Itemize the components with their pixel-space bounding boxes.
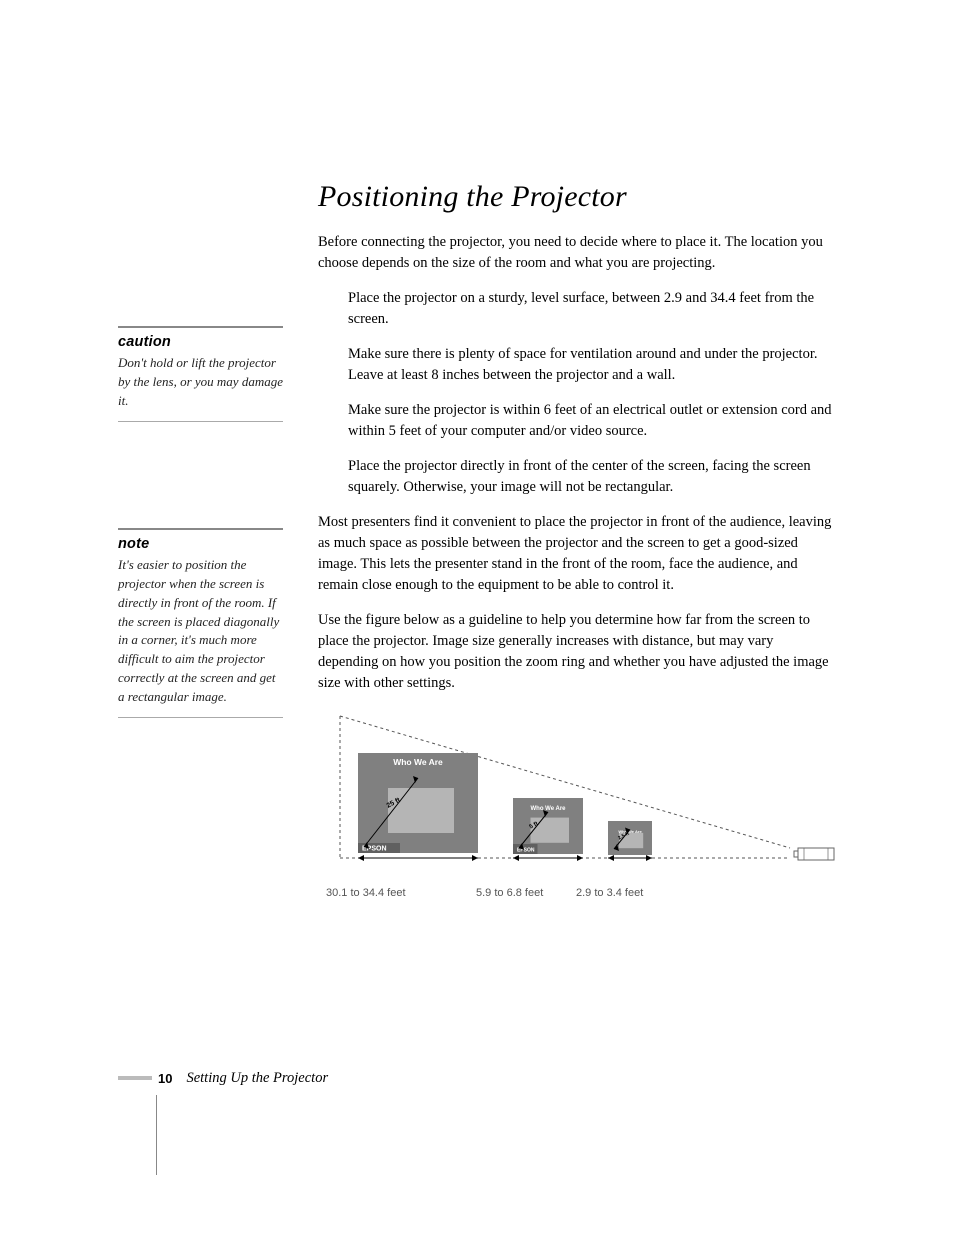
note-block: note It's easier to position the project… — [118, 528, 283, 718]
svg-text:Who We Are: Who We Are — [530, 806, 566, 812]
body-paragraph: Most presenters find it convenient to pl… — [318, 512, 836, 596]
page-footer: 10 Setting Up the Projector — [118, 1069, 328, 1087]
svg-text:EPSON: EPSON — [517, 848, 535, 854]
caution-heading: caution — [118, 334, 283, 350]
range-label: 2.9 to 3.4 feet — [576, 887, 643, 899]
distance-figure: Who We AreEPSON25 ftWho We AreEPSON5 ftW… — [318, 708, 836, 899]
note-text: It's easier to position the projector wh… — [118, 556, 283, 707]
sidebar-note: note It's easier to position the project… — [118, 528, 283, 718]
distance-diagram-svg: Who We AreEPSON25 ftWho We AreEPSON5 ftW… — [318, 708, 838, 878]
footer-vertical-rule — [156, 1095, 157, 1175]
footer-bar-icon — [118, 1076, 152, 1080]
bullet-item: Make sure the projector is within 6 feet… — [348, 400, 836, 442]
figure-range-labels: 30.1 to 34.4 feet 5.9 to 6.8 feet 2.9 to… — [318, 887, 836, 899]
main-column: Positioning the Projector Before connect… — [318, 180, 836, 899]
sidebar-caution: caution Don't hold or lift the projector… — [118, 326, 283, 422]
caution-block: caution Don't hold or lift the projector… — [118, 326, 283, 422]
page-title: Positioning the Projector — [318, 180, 836, 214]
bullet-item: Place the projector on a sturdy, level s… — [348, 288, 836, 330]
page-number: 10 — [158, 1071, 172, 1086]
body-paragraph: Use the figure below as a guideline to h… — [318, 610, 836, 694]
range-label: 30.1 to 34.4 feet — [326, 887, 476, 899]
range-label: 5.9 to 6.8 feet — [476, 887, 576, 899]
intro-paragraph: Before connecting the projector, you nee… — [318, 232, 836, 274]
note-heading: note — [118, 536, 283, 552]
caution-text: Don't hold or lift the projector by the … — [118, 354, 283, 411]
bullet-item: Place the projector directly in front of… — [348, 456, 836, 498]
bullet-item: Make sure there is plenty of space for v… — [348, 344, 836, 386]
svg-text:Who We Are: Who We Are — [393, 757, 443, 767]
footer-section: Setting Up the Projector — [186, 1070, 328, 1087]
